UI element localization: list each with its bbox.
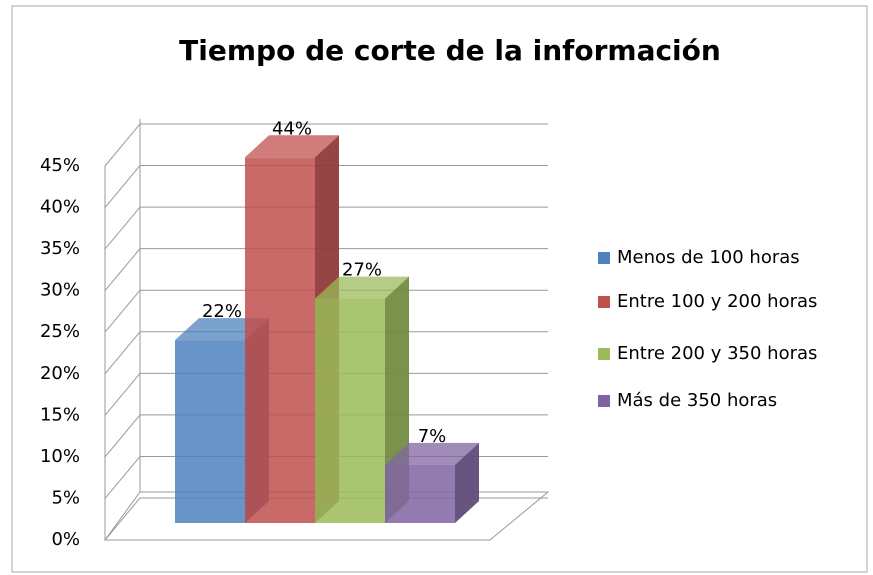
bar-front bbox=[315, 299, 385, 523]
legend-swatch bbox=[598, 348, 610, 360]
y-tick-label: 45% bbox=[40, 155, 80, 176]
legend-swatch bbox=[598, 395, 610, 407]
legend-label: Entre 100 y 200 horas bbox=[617, 291, 817, 312]
y-tick-label: 20% bbox=[40, 363, 80, 384]
page: {"chart_data": {"type": "bar3d", "title"… bbox=[0, 0, 873, 575]
y-tick-label: 5% bbox=[51, 487, 80, 508]
legend-swatch bbox=[598, 252, 610, 264]
chart: Tiempo de corte de la información 0% 5% 10… bbox=[0, 0, 873, 575]
bar-front bbox=[385, 465, 455, 523]
legend-label: Menos de 100 horas bbox=[617, 247, 800, 268]
value-label: 22% bbox=[202, 301, 242, 322]
value-label: 7% bbox=[418, 426, 447, 447]
y-tick-label: 15% bbox=[40, 404, 80, 425]
y-tick-label: 40% bbox=[40, 197, 80, 218]
bar-front bbox=[175, 340, 245, 523]
y-tick-label: 10% bbox=[40, 446, 80, 467]
y-tick-label: 35% bbox=[40, 238, 80, 259]
legend-label: Más de 350 horas bbox=[617, 390, 777, 411]
value-label: 44% bbox=[272, 118, 312, 139]
chart-title: Tiempo de corte de la información bbox=[179, 34, 721, 67]
bar-front bbox=[245, 157, 315, 523]
value-label: 27% bbox=[342, 260, 382, 281]
legend-label: Entre 200 y 350 horas bbox=[617, 343, 817, 364]
y-tick-label: 25% bbox=[40, 321, 80, 342]
y-tick-label: 0% bbox=[51, 529, 80, 550]
legend-swatch bbox=[598, 296, 610, 308]
y-tick-label: 30% bbox=[40, 280, 80, 301]
